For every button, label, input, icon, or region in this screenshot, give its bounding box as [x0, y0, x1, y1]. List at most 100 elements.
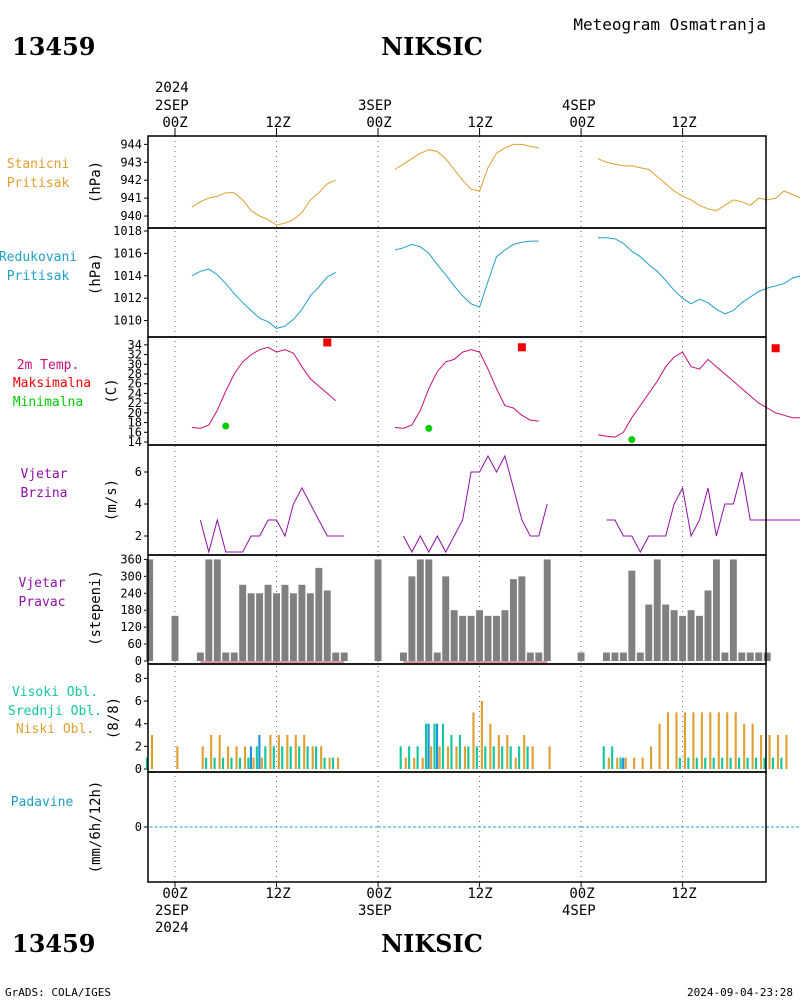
- wind-dir-bar-28: [459, 615, 467, 661]
- cloud-bar-s0-38: [611, 746, 614, 769]
- cloud-bar-s0-14: [298, 746, 301, 769]
- cloud-bar-s0-12: [281, 746, 284, 769]
- wind-speed-ytick-label-1: 4: [135, 497, 142, 511]
- wind-dir-bar-2: [196, 652, 204, 661]
- cloud-bar-s0-6: [230, 757, 233, 769]
- red-pressure-ytick-label-2: 1014: [113, 269, 142, 283]
- cloud-bar-s2-0: [150, 735, 154, 769]
- wind-dir-bar-12: [281, 584, 289, 661]
- wind-dir-bar-4: [213, 559, 221, 661]
- cloud-bar-s1-23: [435, 723, 439, 769]
- temperature-ytick-label-1: 16: [128, 425, 142, 439]
- wind-dir-bar-3: [205, 559, 213, 661]
- cloud-bar-s0-10: [264, 746, 267, 769]
- cloud-bar-s0-26: [458, 735, 461, 769]
- wind-speed-label-2: Brzina: [21, 486, 68, 501]
- wind-speed-series-line-2: [606, 471, 800, 554]
- wind-dir-bar-29: [467, 615, 475, 661]
- red-pressure-ytick-label-4: 1018: [113, 224, 142, 238]
- wind-speed-ytick-label-2: 6: [135, 465, 142, 479]
- wind-dir-bar-43: [628, 570, 636, 661]
- cloud-bar-s0-20: [408, 746, 411, 769]
- cloud-bar-s2-43: [658, 723, 661, 769]
- cloud-bar-s2-31: [506, 735, 509, 769]
- cloud-bar-s2-47: [692, 712, 695, 769]
- wind-dir-bar-26: [442, 576, 450, 661]
- top-time-label-6: 12Z: [671, 115, 696, 131]
- top-day-label-3: 4SEP: [562, 98, 596, 114]
- cloud-bar-s2-19: [404, 757, 407, 769]
- credit-label: GrADS: COLA/IGES: [5, 986, 111, 999]
- cloud-bar-s2-21: [421, 757, 424, 769]
- wind-dir-bar-36: [526, 652, 534, 661]
- cloud-bar-s2-55: [760, 735, 763, 769]
- wind-dir-bar-33: [501, 610, 509, 661]
- precip-unit: (mm/6h/12h): [88, 781, 104, 874]
- red-pressure-label-1: Redukovani: [0, 250, 77, 265]
- cloud-bar-s0-29: [484, 746, 487, 769]
- cloud-bar-s2-9: [260, 757, 264, 769]
- cloud-bar-s0-15: [306, 746, 309, 769]
- cloud-bar-s0-22: [424, 723, 428, 769]
- cloud-bar-s1-39: [622, 757, 625, 769]
- top-year-label: 2024: [155, 80, 189, 96]
- cloud-bar-s2-6: [235, 746, 238, 769]
- cloud-bar-s0-51: [721, 757, 724, 769]
- min-temp-point-2: [628, 436, 636, 444]
- cloud-bar-s0-52: [729, 757, 732, 769]
- panel-frame-3: [147, 444, 767, 556]
- stn-pressure-series-line-1: [394, 143, 539, 192]
- cloud-bar-s2-28: [480, 701, 483, 769]
- stn-pressure-series-line-2: [597, 158, 800, 212]
- cloud-bar-s2-32: [514, 757, 517, 769]
- wind-dir-bar-38: [543, 559, 551, 661]
- wind-dir-bar-59: [763, 652, 771, 661]
- top-time-label-4: 12Z: [467, 115, 492, 131]
- cloud-bar-s2-5: [227, 746, 230, 769]
- red-pressure-label-2: Pritisak: [7, 269, 70, 284]
- cloud-bar-s2-7: [243, 746, 247, 769]
- cloud-bar-s0-7: [238, 757, 242, 769]
- cloud-bar-s0-13: [289, 746, 292, 769]
- temperature-series-line-0: [191, 346, 337, 429]
- wind-dir-bar-14: [298, 584, 306, 661]
- temp-label-2: Maksimalna: [13, 376, 91, 391]
- wind-dir-bar-16: [315, 567, 323, 661]
- wind-dir-bar-57: [746, 652, 754, 661]
- temperature-ytick-label-2: 18: [128, 416, 142, 430]
- temperature-ytick-label-0: 14: [128, 435, 142, 449]
- wind-dir-bar-37: [535, 652, 543, 661]
- wind-dir-bar-22: [408, 576, 416, 661]
- stn-pressure-ytick-label-0: 940: [120, 209, 142, 223]
- meteogram-title: Meteogram Osmatranja: [573, 15, 766, 34]
- panel-frame-1: [147, 227, 767, 338]
- cloud-bar-s0-23: [433, 723, 436, 769]
- temperature-ytick-label-10: 34: [128, 338, 142, 352]
- cloud-bar-s2-41: [641, 757, 644, 769]
- wind-dir-label-1: Vjetar: [19, 576, 66, 591]
- cloud-bar-s0-31: [501, 746, 504, 769]
- cloud-bar-s0-11: [272, 746, 275, 769]
- wind-dir-bar-18: [332, 652, 340, 661]
- cloud-bar-s0-3: [205, 757, 208, 769]
- cloud-bar-s1-22: [427, 723, 430, 769]
- wind-dir-bar-56: [738, 652, 746, 661]
- clouds-ytick-label-1: 2: [135, 739, 142, 753]
- clouds-ytick-label-3: 6: [135, 694, 142, 708]
- cloud-bar-s2-49: [709, 712, 712, 769]
- station-id-top: 13459: [12, 32, 96, 61]
- bottom-year-label: 2024: [155, 920, 189, 936]
- wind-speed-series-line-1: [402, 454, 548, 554]
- cloud-bar-s2-23: [438, 746, 441, 769]
- temperature-ytick-label-8: 30: [128, 357, 142, 371]
- wind-speed-series-line-0: [199, 486, 345, 554]
- wind-dir-bar-1: [171, 615, 179, 661]
- wind-dir-bar-25: [433, 652, 441, 661]
- clouds-label-3: Niski Obl.: [16, 722, 94, 737]
- bottom-time-label-3: 00Z: [366, 886, 391, 902]
- cloud-bar-s2-26: [463, 746, 467, 769]
- cloud-bar-s2-14: [303, 735, 306, 769]
- red-pressure-series-line-1: [394, 240, 539, 308]
- cloud-bar-s0-0: [145, 757, 148, 769]
